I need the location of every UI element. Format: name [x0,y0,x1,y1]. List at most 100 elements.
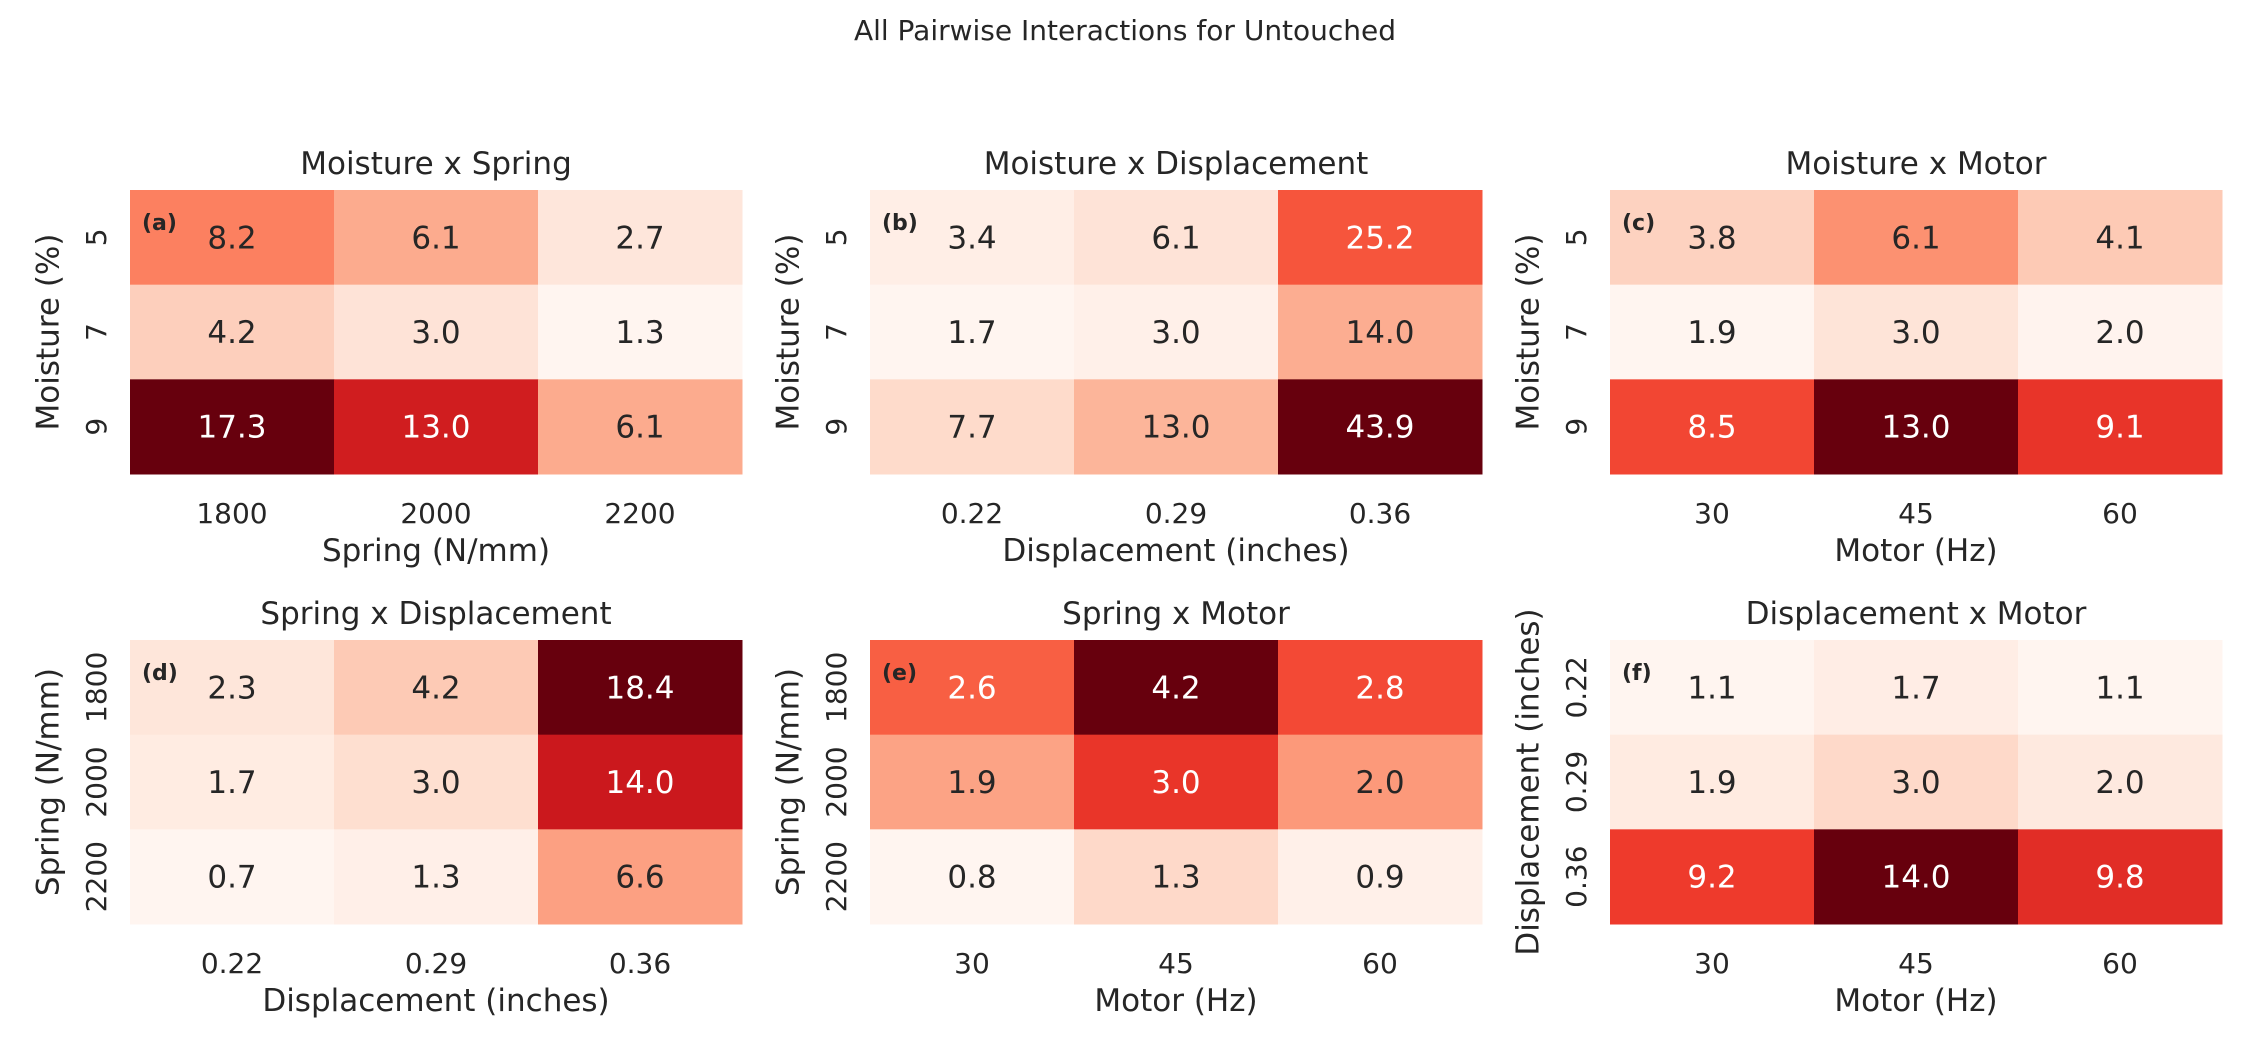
panel-c-cell-label-r0-c1: 6.1 [1891,220,1940,256]
panel-a-xtick-2: 2200 [604,497,675,530]
panel-a-cell-label-r2-c2: 6.1 [615,410,664,446]
panel-d-cell-label-r2-c2: 6.6 [615,860,664,896]
panel-f-ylabel: Displacement (inches) [1511,608,1547,955]
panel-f-ytick-1: 0.29 [1560,751,1593,813]
panel-d-label: (d) [142,661,178,686]
panel-f-title: Displacement x Motor [1746,596,2087,632]
panel-a-cell-r0-c0 [130,190,335,286]
panel-d-cell-label-r0-c0: 2.3 [207,670,256,706]
panel-a-ytick-1: 7 [80,323,113,341]
panel-c-xlabel: Motor (Hz) [1834,533,1997,569]
panel-e-cell-label-r0-c1: 4.2 [1151,670,1200,706]
panel-c-ylabel: Moisture (%) [1511,234,1547,431]
panel-b-cell-label-r1-c2: 14.0 [1345,315,1414,351]
panel-c-cell-r2-c2 [2018,379,2223,475]
panel-f-cell-label-r0-c1: 1.7 [1891,670,1940,706]
panel-e-ytick-1: 2000 [820,746,853,817]
panel-d-cell-r1-c2 [538,734,743,830]
panel-a-cell-label-r0-c0: 8.2 [207,220,256,256]
panel-c-xtick-2: 60 [2102,497,2138,530]
panel-e-cell-r1-c2 [1278,734,1483,830]
panel-d-cell-label-r2-c1: 1.3 [411,860,460,896]
panel-e-title: Spring x Motor [1062,596,1290,632]
panel-e-cell-r2-c1 [1074,829,1279,925]
panel-a-cell-label-r0-c2: 2.7 [615,220,664,256]
panel-f-xtick-0: 30 [1694,947,1730,980]
panel-d-cell-r0-c2 [538,640,743,736]
panel-f-cell-label-r1-c2: 2.0 [2095,765,2144,801]
panel-f-cell-r1-c1 [1814,734,2019,830]
panel-e-cell-label-r1-c2: 2.0 [1355,765,1404,801]
panel-e-ytick-0: 1800 [820,652,853,723]
panel-e-xtick-2: 60 [1362,947,1398,980]
panel-e-cell-label-r2-c1: 1.3 [1151,860,1200,896]
panel-f-cell-r2-c0 [1610,829,1815,925]
panel-f-cell-label-r0-c2: 1.1 [2095,670,2144,706]
panel-b-ytick-0: 5 [820,228,853,246]
panel-a-cell-label-r2-c0: 17.3 [197,410,266,446]
panel-c-ytick-2: 9 [1560,418,1593,436]
panel-e-xlabel: Motor (Hz) [1094,983,1257,1019]
panel-e-ytick-2: 2200 [820,841,853,912]
panel-c-cell-label-r2-c1: 13.0 [1881,410,1950,446]
panel-e-cell-r0-c2 [1278,640,1483,736]
panel-f-cell-r2-c1 [1814,829,2019,925]
panel-a-cell-label-r1-c2: 1.3 [615,315,664,351]
panel-c-cell-label-r0-c0: 3.8 [1687,220,1736,256]
panel-b-cell-label-r1-c0: 1.7 [947,315,996,351]
panel-d-xlabel: Displacement (inches) [262,983,609,1019]
panel-f-cell-label-r0-c0: 1.1 [1687,670,1736,706]
panel-c-label: (c) [1622,211,1655,236]
panel-a-xtick-0: 1800 [196,497,267,530]
panel-b-cell-r2-c2 [1278,379,1483,475]
panel-b-xtick-2: 0.36 [1349,497,1411,530]
panel-c-xtick-0: 30 [1694,497,1730,530]
panel-a-label: (a) [142,211,177,236]
panel-b-label: (b) [882,211,918,236]
panel-e-cell-r1-c1 [1074,734,1279,830]
panel-a-cell-r1-c1 [334,284,539,380]
panel-b-cell-r2-c0 [870,379,1075,475]
panel-c-cell-label-r2-c2: 9.1 [2095,410,2144,446]
panel-a-cell-r2-c1 [334,379,539,475]
panel-d-xtick-1: 0.29 [405,947,467,980]
panel-b-cell-r0-c2 [1278,190,1483,286]
panel-e-cell-label-r0-c0: 2.6 [947,670,996,706]
panel-b-ylabel: Moisture (%) [771,234,807,431]
panel-c-cell-r1-c1 [1814,284,2019,380]
panel-d-cell-r2-c2 [538,829,743,925]
panel-f-cell-r1-c2 [2018,734,2223,830]
panel-c-cell-r2-c0 [1610,379,1815,475]
panel-c-ytick-0: 5 [1560,228,1593,246]
panel-c-cell-r0-c0 [1610,190,1815,286]
panel-c-cell-label-r1-c1: 3.0 [1891,315,1940,351]
panel-c-cell-label-r0-c2: 4.1 [2095,220,2144,256]
panel-e-xtick-1: 45 [1158,947,1194,980]
panel-f-cell-r0-c1 [1814,640,2019,736]
panel-d-ylabel: Spring (N/mm) [31,668,67,896]
panel-a-ytick-2: 9 [80,418,113,436]
panel-b-cell-label-r1-c1: 3.0 [1151,315,1200,351]
panel-e-cell-label-r1-c0: 1.9 [947,765,996,801]
panel-b-cell-label-r0-c1: 6.1 [1151,220,1200,256]
panel-d-cell-r0-c1 [334,640,539,736]
panel-c-cell-label-r1-c0: 1.9 [1687,315,1736,351]
panel-b-ytick-1: 7 [820,323,853,341]
panel-d-cell-r0-c0 [130,640,335,736]
panel-b-xlabel: Displacement (inches) [1002,533,1349,569]
panel-b-xtick-0: 0.22 [941,497,1003,530]
panel-f-cell-r0-c2 [2018,640,2223,736]
panel-b-cell-r0-c1 [1074,190,1279,286]
panel-c-cell-r1-c0 [1610,284,1815,380]
panel-d-cell-r2-c1 [334,829,539,925]
panel-f-cell-label-r1-c0: 1.9 [1687,765,1736,801]
panel-d-cell-r2-c0 [130,829,335,925]
panel-a-cell-label-r0-c1: 6.1 [411,220,460,256]
panel-b-cell-r2-c1 [1074,379,1279,475]
panel-b-cell-label-r2-c1: 13.0 [1141,410,1210,446]
panel-e-xtick-0: 30 [954,947,990,980]
panel-f-cell-label-r2-c2: 9.8 [2095,860,2144,896]
panel-d-cell-r1-c1 [334,734,539,830]
panel-b-cell-r1-c2 [1278,284,1483,380]
panel-a-ylabel: Moisture (%) [31,234,67,431]
